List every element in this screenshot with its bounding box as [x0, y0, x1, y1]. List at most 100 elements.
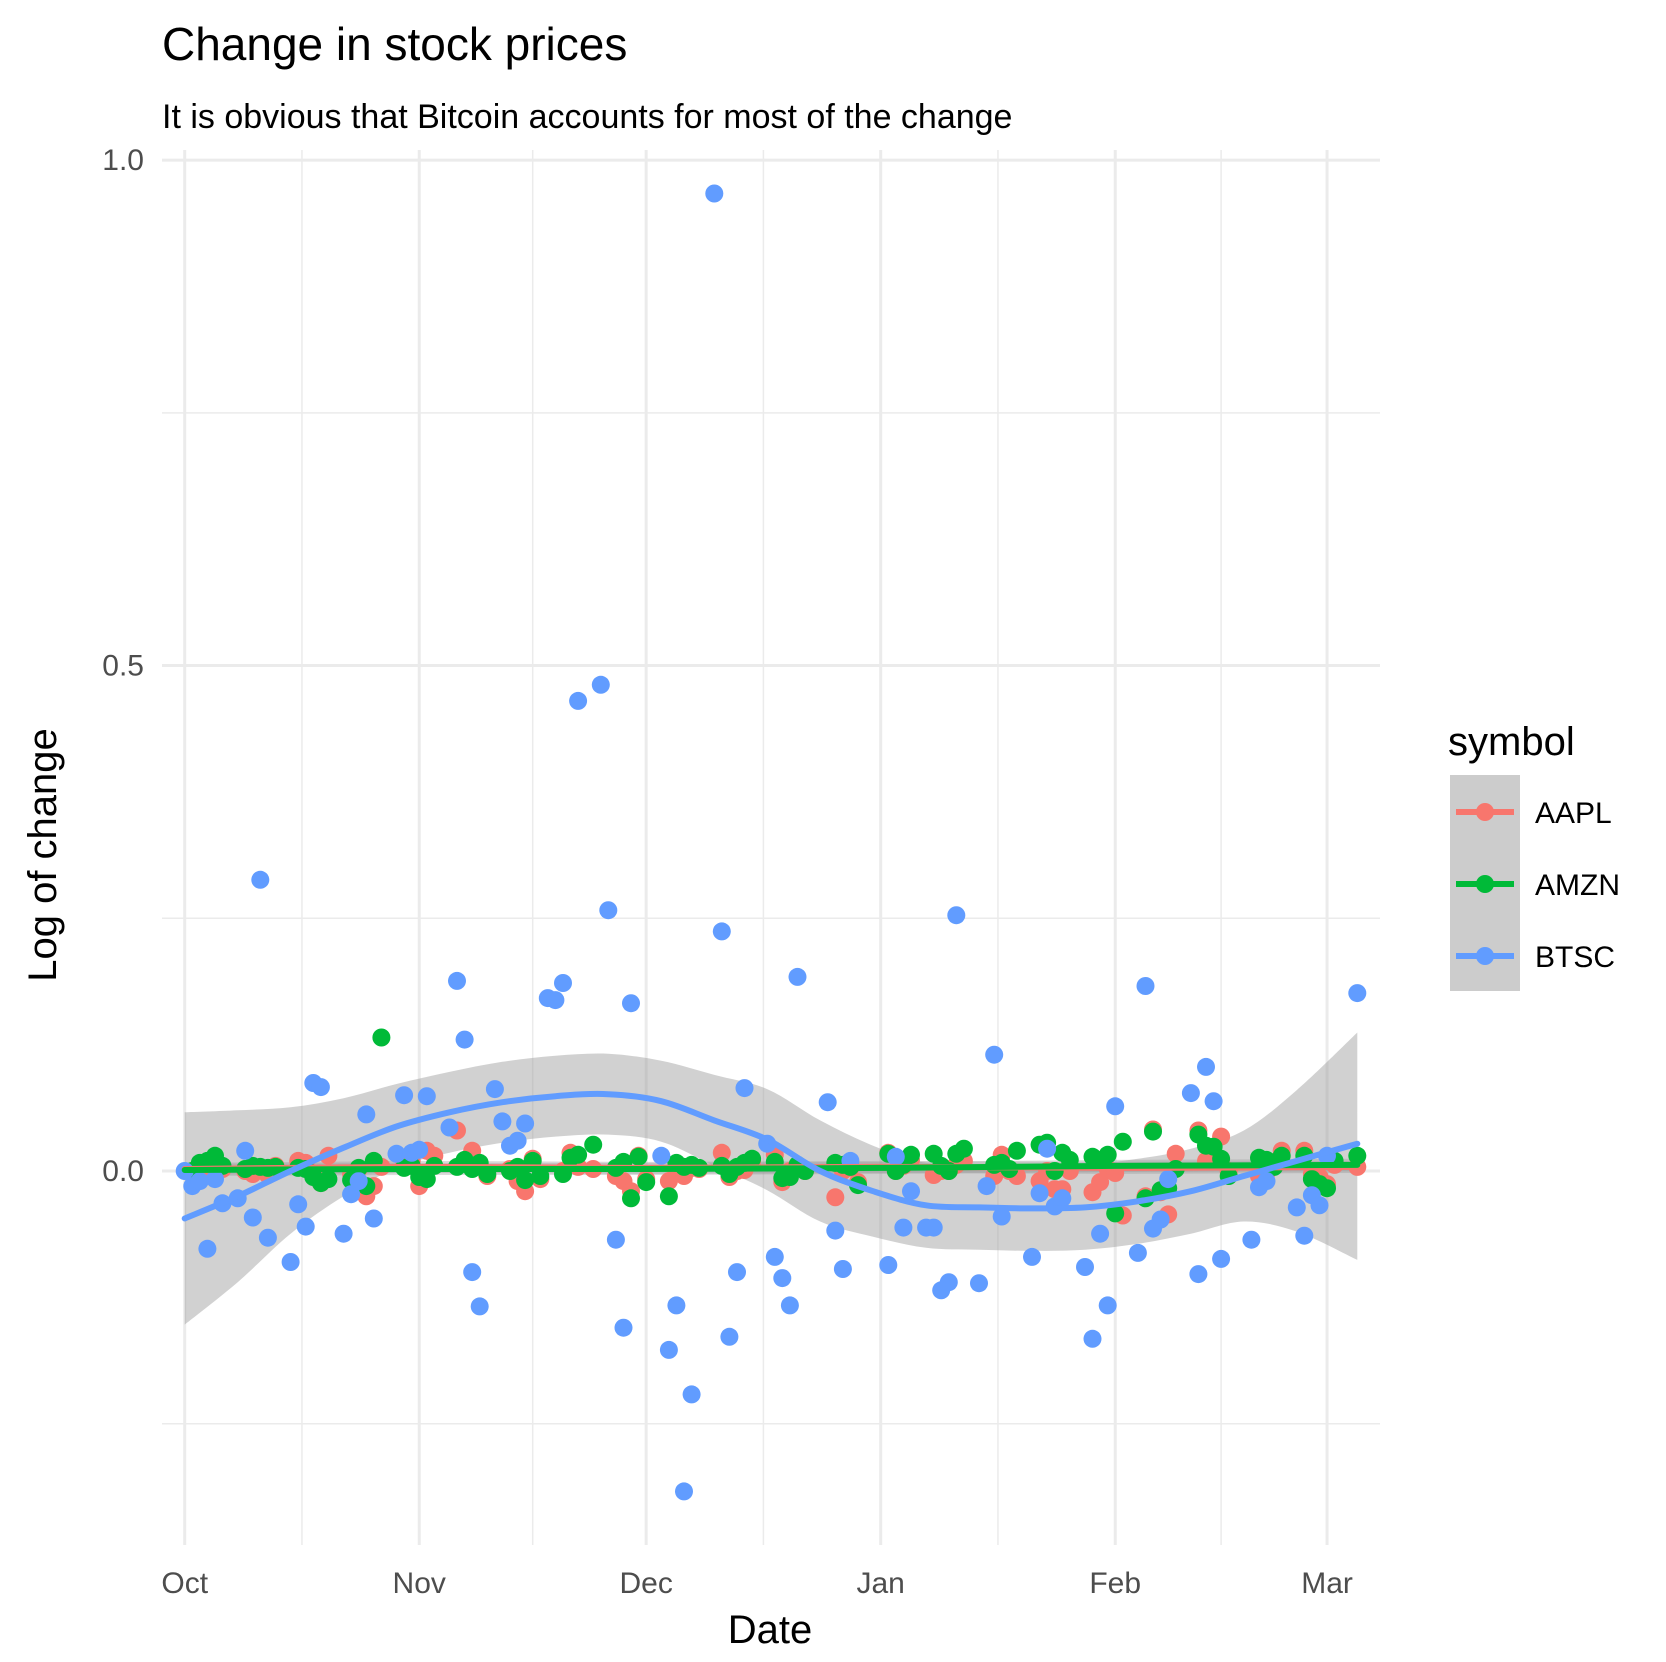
point-btsc: [289, 1195, 308, 1214]
y-tick-label-1.0: 1.0: [102, 144, 144, 177]
point-btsc: [440, 1118, 459, 1137]
point-btsc: [614, 1318, 633, 1337]
point-btsc: [258, 1228, 277, 1247]
y-tick-label-0.5: 0.5: [102, 650, 144, 683]
point-btsc: [622, 994, 640, 1013]
point-btsc: [448, 971, 466, 990]
point-btsc: [780, 1296, 799, 1315]
point-btsc: [1091, 1224, 1110, 1243]
x-tick-label-Mar: Mar: [1301, 1567, 1353, 1600]
point-btsc: [1098, 1296, 1117, 1315]
point-btsc: [599, 901, 618, 920]
point-amzn: [902, 1145, 920, 1164]
trend-line-amzn: [181, 1161, 1361, 1173]
point-btsc: [251, 870, 270, 889]
chart-title: Change in stock prices: [162, 18, 627, 70]
legend-label-aapl: AAPL: [1535, 797, 1612, 830]
point-btsc: [1023, 1247, 1041, 1266]
x-tick-label-Oct: Oct: [161, 1567, 208, 1600]
point-amzn: [1113, 1132, 1132, 1151]
point-btsc: [1053, 1189, 1072, 1208]
point-amzn: [622, 1189, 640, 1208]
point-btsc: [470, 1297, 489, 1316]
trend-line-btsc: [181, 1090, 1361, 1222]
point-amzn: [1272, 1146, 1291, 1165]
point-btsc: [395, 1086, 414, 1105]
point-btsc: [1030, 1184, 1049, 1203]
point-btsc: [788, 967, 807, 986]
point-btsc: [1310, 1196, 1329, 1215]
x-tick-label-Nov: Nov: [393, 1567, 446, 1600]
point-btsc: [1242, 1230, 1261, 1249]
point-btsc: [1189, 1265, 1208, 1284]
point-btsc: [417, 1087, 436, 1106]
point-btsc: [463, 1263, 482, 1282]
legend-title: symbol: [1448, 720, 1575, 764]
point-amzn: [1098, 1145, 1117, 1164]
point-btsc: [206, 1170, 224, 1189]
legend: symbol AAPL AMZN BTSC: [1448, 720, 1620, 991]
point-btsc: [455, 1030, 474, 1049]
legend-point-aapl: [1476, 803, 1494, 821]
point-btsc: [652, 1146, 671, 1165]
point-btsc: [1151, 1210, 1170, 1229]
point-amzn: [954, 1139, 973, 1158]
point-btsc: [516, 1114, 535, 1133]
point-aapl: [826, 1188, 845, 1207]
point-btsc: [939, 1273, 958, 1292]
point-btsc: [886, 1147, 905, 1166]
point-btsc: [826, 1221, 845, 1240]
point-btsc: [1204, 1092, 1223, 1111]
point-btsc: [190, 1172, 209, 1191]
point-aapl: [712, 1143, 731, 1162]
point-btsc: [410, 1140, 429, 1159]
x-tick-label-Jan: Jan: [857, 1567, 905, 1600]
point-btsc: [1212, 1249, 1231, 1268]
point-btsc: [606, 1230, 625, 1249]
point-btsc: [712, 922, 731, 941]
legend-point-btsc: [1476, 947, 1494, 965]
y-tick-label-0.0: 0.0: [102, 1155, 144, 1188]
point-btsc: [902, 1182, 920, 1201]
point-btsc: [879, 1256, 898, 1274]
point-btsc: [546, 991, 565, 1010]
point-btsc: [508, 1131, 527, 1150]
legend-label-amzn: AMZN: [1535, 869, 1620, 902]
point-btsc: [591, 675, 610, 694]
point-btsc: [334, 1224, 353, 1243]
point-amzn: [584, 1135, 603, 1154]
point-btsc: [735, 1079, 754, 1098]
point-btsc: [296, 1217, 315, 1236]
point-btsc: [970, 1274, 988, 1293]
point-amzn: [659, 1187, 678, 1206]
y-axis-ticks: 0.0 0.5 1.0: [102, 144, 144, 1188]
point-btsc: [569, 691, 588, 710]
point-btsc: [387, 1144, 406, 1163]
point-btsc: [1287, 1198, 1306, 1217]
point-amzn: [1348, 1146, 1367, 1165]
point-amzn: [1318, 1179, 1336, 1198]
point-btsc: [659, 1340, 678, 1359]
point-aapl: [1166, 1144, 1185, 1163]
point-amzn: [743, 1149, 762, 1168]
legend-point-amzn: [1476, 875, 1494, 893]
data-points: [175, 184, 1367, 1501]
point-btsc: [1136, 977, 1155, 995]
y-axis-title: Log of change: [21, 728, 65, 982]
point-btsc: [243, 1208, 262, 1227]
x-tick-label-Dec: Dec: [619, 1567, 672, 1600]
point-btsc: [357, 1105, 376, 1124]
point-aapl: [1091, 1173, 1110, 1192]
point-btsc: [236, 1141, 255, 1160]
point-btsc: [1083, 1329, 1102, 1348]
point-btsc: [977, 1177, 996, 1196]
point-btsc: [1257, 1172, 1276, 1191]
point-btsc: [818, 1093, 837, 1112]
point-btsc: [720, 1327, 739, 1346]
point-amzn: [372, 1028, 391, 1047]
point-amzn: [629, 1147, 648, 1166]
point-btsc: [1128, 1243, 1147, 1262]
point-btsc: [1181, 1084, 1200, 1103]
grid-minor: [162, 150, 1380, 1545]
